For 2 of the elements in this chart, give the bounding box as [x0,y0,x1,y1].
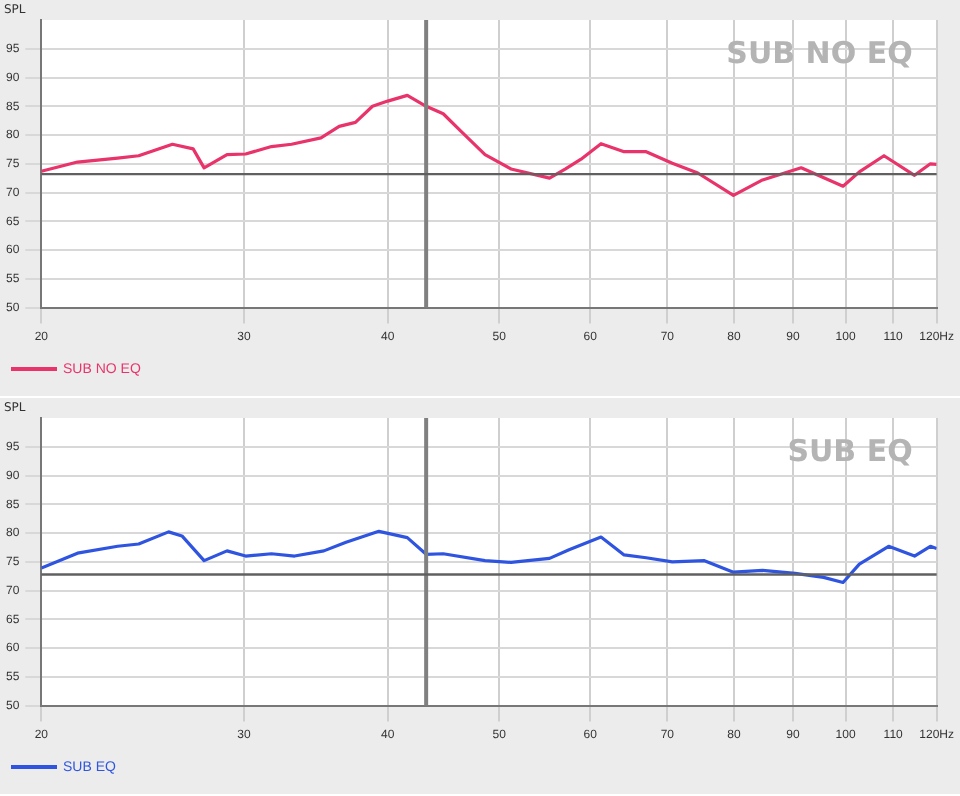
text: SUB EQ [787,432,913,469]
text: SUB NO EQ [726,34,913,71]
